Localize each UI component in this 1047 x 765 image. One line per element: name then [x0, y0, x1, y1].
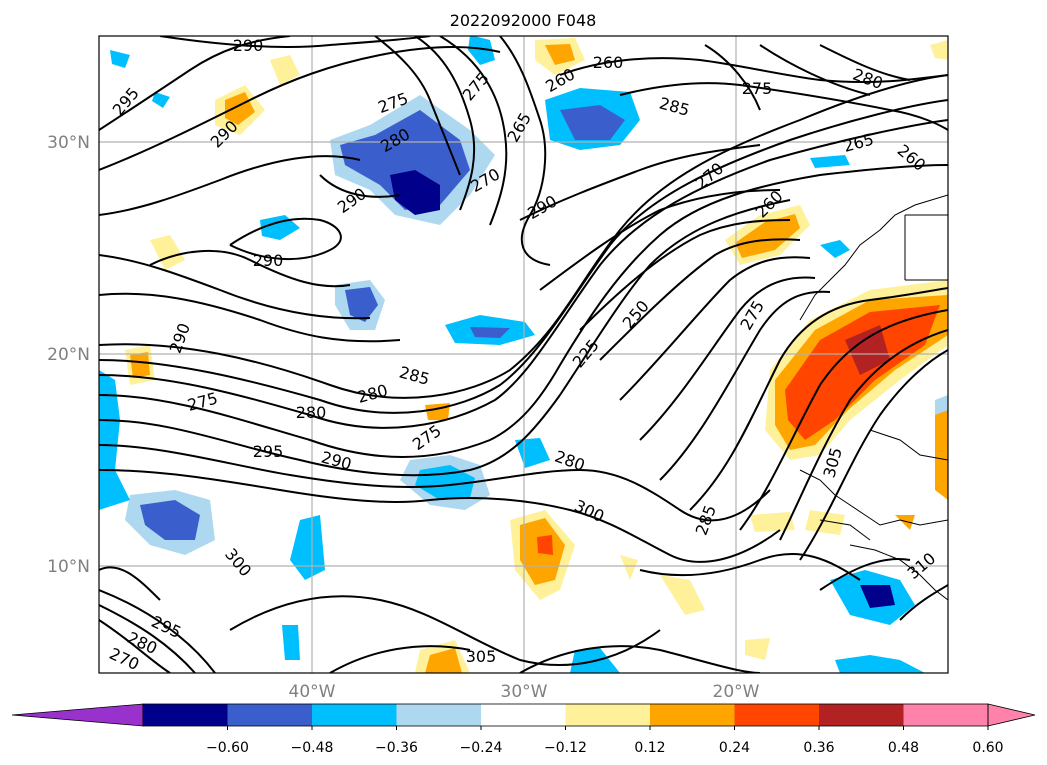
- contour-label: 290: [253, 251, 284, 270]
- colorbar-extend-high: [987, 703, 1036, 727]
- map-panel: 290 295 290 275 275 280 260 260 285 275 …: [98, 35, 949, 674]
- colorbar-tick-label: 0.48: [888, 740, 919, 756]
- colorbar: −0.60 −0.48 −0.36 −0.24 −0.12 0.12 0.24 0.36 0.4…: [11, 703, 1036, 756]
- lat-tick-label: 20°N: [47, 345, 90, 365]
- colorbar-segment: [312, 704, 397, 726]
- lon-tick-label: 30°W: [501, 682, 548, 702]
- lat-tick-label: 10°N: [47, 557, 90, 577]
- colorbar-tick-label: −0.60: [206, 740, 249, 756]
- contour-label: 275: [742, 79, 773, 98]
- colorbar-tick-label: −0.24: [460, 740, 503, 756]
- colorbar-segment: [481, 704, 566, 726]
- colorbar-tick-label: −0.36: [375, 740, 418, 756]
- longitude-ticks: 40°W 30°W 20°W: [289, 682, 760, 702]
- colorbar-segment: [143, 704, 228, 726]
- colorbar-segment: [650, 704, 735, 726]
- colorbar-tick-label: 0.24: [719, 740, 750, 756]
- colorbar-segment: [903, 704, 989, 726]
- latitude-ticks: 30°N 20°N 10°N: [47, 133, 90, 577]
- lon-tick-label: 40°W: [289, 682, 336, 702]
- colorbar-segment: [565, 704, 651, 726]
- colorbar-segment: [227, 704, 313, 726]
- colorbar-tick-label: −0.12: [544, 740, 587, 756]
- lat-tick-label: 30°N: [47, 133, 90, 153]
- contour-label: 260: [593, 53, 624, 72]
- colorbar-tick-label: 0.60: [972, 740, 1003, 756]
- contour-label: 280: [296, 403, 327, 422]
- anomaly-fill-layer: [99, 36, 948, 673]
- colorbar-tick-label: −0.48: [291, 740, 334, 756]
- colorbar-tick-label: 0.12: [634, 740, 665, 756]
- gridlines: [99, 36, 948, 673]
- colorbar-tick-label: 0.36: [803, 740, 834, 756]
- contour-label: 295: [253, 442, 284, 461]
- contour-lines: [99, 36, 948, 673]
- contour-label: 305: [466, 647, 497, 666]
- colorbar-segment: [819, 704, 904, 726]
- map-title: 2022092000 F048: [450, 11, 597, 30]
- map-frame: [98, 35, 949, 674]
- colorbar-extend-low: [11, 703, 144, 727]
- colorbar-segment: [396, 704, 482, 726]
- contour-label: 290: [233, 36, 264, 55]
- colorbar-segment: [734, 704, 820, 726]
- lon-tick-label: 20°W: [713, 682, 760, 702]
